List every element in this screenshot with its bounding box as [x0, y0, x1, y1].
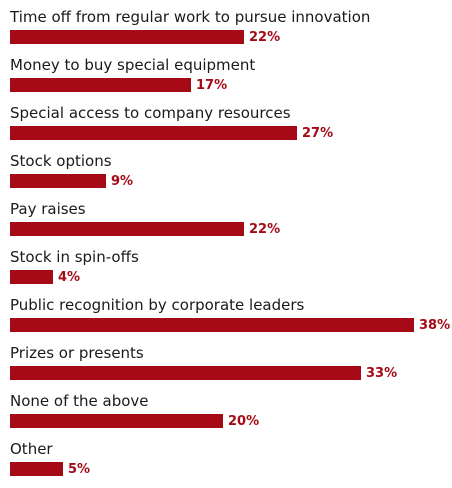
value-label: 17%: [196, 78, 228, 93]
bar-row: Other 5%: [10, 440, 450, 488]
category-label: Time off from regular work to pursue inn…: [10, 8, 371, 26]
value-label: 9%: [111, 174, 134, 189]
bar-row: Stock in spin-offs 4%: [10, 248, 450, 296]
bar-row: Stock options 9%: [10, 152, 450, 200]
bar: [10, 30, 244, 44]
bar: [10, 318, 414, 332]
category-label: Public recognition by corporate leaders: [10, 296, 305, 314]
bar: [10, 462, 63, 476]
category-label: Money to buy special equipment: [10, 56, 256, 74]
bar: [10, 414, 223, 428]
value-label: 4%: [58, 270, 81, 285]
value-label: 5%: [68, 462, 91, 477]
value-label: 27%: [302, 126, 334, 141]
bar-row: None of the above 20%: [10, 392, 450, 440]
category-label: Stock options: [10, 152, 112, 170]
bar: [10, 78, 191, 92]
category-label: Pay raises: [10, 200, 86, 218]
bar-row: Prizes or presents 33%: [10, 344, 450, 392]
category-label: Stock in spin-offs: [10, 248, 139, 266]
value-label: 22%: [249, 30, 281, 45]
bar: [10, 126, 297, 140]
value-label: 22%: [249, 222, 281, 237]
bar-row: Time off from regular work to pursue inn…: [10, 8, 450, 56]
bar: [10, 366, 361, 380]
value-label: 38%: [419, 318, 451, 333]
bar: [10, 270, 53, 284]
bar-row: Pay raises 22%: [10, 200, 450, 248]
value-label: 20%: [228, 414, 260, 429]
bar-row: Special access to company resources 27%: [10, 104, 450, 152]
bar-row: Money to buy special equipment 17%: [10, 56, 450, 104]
bar: [10, 222, 244, 236]
category-label: None of the above: [10, 392, 149, 410]
category-label: Other: [10, 440, 53, 458]
bar: [10, 174, 106, 188]
bar-row: Public recognition by corporate leaders 3…: [10, 296, 450, 344]
category-label: Special access to company resources: [10, 104, 291, 122]
value-label: 33%: [366, 366, 398, 381]
category-label: Prizes or presents: [10, 344, 144, 362]
